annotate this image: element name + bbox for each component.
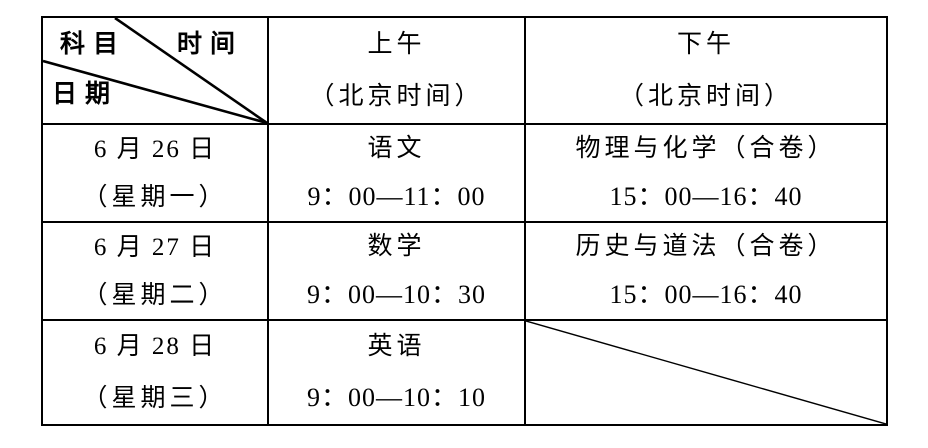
time-text: 9：00—10：10 bbox=[306, 383, 486, 412]
corner-label-time: 时间 bbox=[177, 31, 244, 58]
date-cell-row2: 6 月 27 日 （星期二） bbox=[43, 223, 269, 321]
subject-text: 物理与化学（合卷） bbox=[575, 135, 837, 163]
column-header-afternoon-subtitle: （北京时间） bbox=[618, 83, 793, 111]
weekday-text: （星期二） bbox=[82, 281, 228, 309]
date-cell-row3: 6 月 28 日 （星期三） bbox=[43, 321, 269, 424]
date-text: 6 月 28 日 bbox=[93, 333, 217, 361]
diagonal-split-lines-icon bbox=[43, 18, 267, 123]
column-header-morning-title: 上午 bbox=[367, 30, 426, 58]
column-header-morning-subtitle: （北京时间） bbox=[309, 83, 484, 111]
afternoon-cell-row2: 历史与道法（合卷） 15：00—16：40 bbox=[526, 223, 886, 321]
subject-text: 英语 bbox=[367, 333, 426, 360]
subject-text: 数学 bbox=[367, 233, 426, 261]
date-text: 6 月 27 日 bbox=[93, 233, 217, 261]
diagonal-strikethrough-icon bbox=[526, 321, 886, 424]
time-text: 9：00—10：30 bbox=[306, 279, 486, 309]
morning-cell-row3: 英语 9：00—10：10 bbox=[269, 321, 526, 424]
morning-cell-row1: 语文 9：00—11：00 bbox=[269, 125, 526, 223]
column-header-morning: 上午 （北京时间） bbox=[269, 18, 526, 125]
date-cell-row1: 6 月 26 日 （星期一） bbox=[43, 125, 269, 223]
weekday-text: （星期三） bbox=[82, 384, 228, 412]
corner-label-date: 日期 bbox=[52, 81, 119, 108]
subject-text: 语文 bbox=[367, 135, 426, 163]
time-text: 9：00—11：00 bbox=[307, 181, 486, 211]
afternoon-cell-row1: 物理与化学（合卷） 15：00—16：40 bbox=[526, 125, 886, 223]
weekday-text: （星期一） bbox=[82, 183, 228, 211]
time-text: 15：00—16：40 bbox=[609, 181, 803, 211]
corner-header-cell: 科目 时间 日期 bbox=[43, 18, 269, 125]
morning-cell-row2: 数学 9：00—10：30 bbox=[269, 223, 526, 321]
column-header-afternoon: 下午 （北京时间） bbox=[526, 18, 886, 125]
time-text: 15：00—16：40 bbox=[609, 279, 803, 309]
column-header-afternoon-title: 下午 bbox=[676, 30, 735, 58]
afternoon-cell-row3-empty bbox=[526, 321, 886, 424]
subject-text: 历史与道法（合卷） bbox=[575, 233, 837, 261]
corner-label-subject: 科目 bbox=[60, 31, 127, 58]
date-text: 6 月 26 日 bbox=[93, 135, 217, 163]
exam-schedule-table: 科目 时间 日期 上午 （北京时间） 下午 （北京时间） 6 月 26 日 （星… bbox=[41, 16, 888, 426]
